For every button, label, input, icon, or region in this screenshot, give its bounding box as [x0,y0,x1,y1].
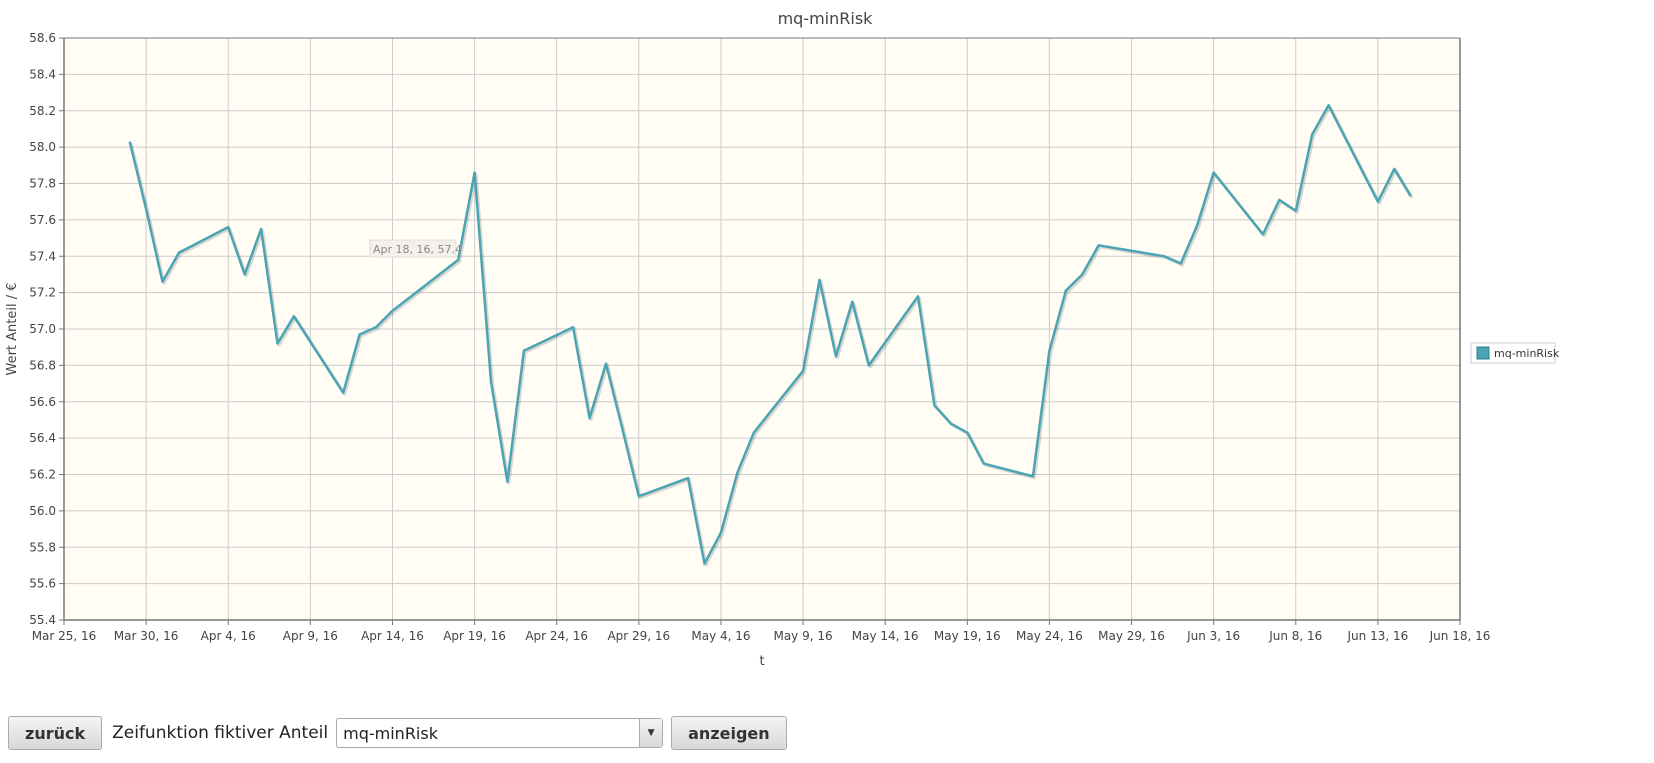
y-tick-label: 57.8 [29,177,56,191]
x-tick-label: May 4, 16 [691,629,750,643]
tooltip-background [369,239,457,258]
x-tick-label: May 24, 16 [1016,629,1083,643]
x-tick-label: Mar 25, 16 [32,629,97,643]
show-button[interactable]: anzeigen [671,716,787,750]
y-tick-label: 56.8 [29,358,56,372]
x-axis-title: t [759,654,764,669]
back-button[interactable]: zurück [8,716,103,750]
y-tick-label: 57.0 [29,322,56,336]
series-layer [128,104,1414,567]
line-chart: mq-minRisk 55.455.655.856.056.256.456.65… [5,9,1560,669]
y-tick-label: 57.6 [29,213,56,227]
y-tick-label: 56.2 [29,468,56,482]
tooltip: Apr 18, 16, 57.4 [369,239,462,258]
x-tick-label: Jun 3, 16 [1186,629,1240,643]
chart-container: mq-minRisk 55.4 55.6 55.8 56.0 56.2 56.4 56.6 5… [5,9,1560,669]
x-tick-label: May 9, 16 [773,629,832,643]
y-tick-label: 56.0 [29,504,56,518]
x-tick-label: May 19, 16 [934,629,1001,643]
y-tick-label: 57.2 [29,286,56,300]
function-combobox[interactable]: ▼ [336,718,664,748]
legend-box [1470,342,1556,364]
x-tick-label: May 14, 16 [852,629,919,643]
y-tick-label: 55.4 [29,613,56,627]
chart-title: mq-minRisk [778,9,874,28]
y-tick-label: 58.6 [29,31,56,45]
x-tick-label: Jun 8, 16 [1268,629,1322,643]
function-label: Zeifunktion fiktiver Anteil [112,723,329,743]
y-tick-label: 55.8 [29,540,56,554]
y-tick-label: 55.6 [29,577,56,591]
legend-swatch [1476,346,1490,360]
x-tick-label: Apr 29, 16 [607,629,670,643]
y-tick-label: 56.4 [29,431,56,445]
y-tick-label: 57.4 [29,249,56,263]
y-tick-label: 58.4 [29,67,56,81]
x-tick-label: Apr 14, 16 [361,629,424,643]
series-line-mq-minRisk [128,104,1412,565]
function-input[interactable] [337,719,640,747]
x-tick-label: Apr 9, 16 [283,629,338,643]
y-axis-title: Wert Anteil / € [5,282,20,375]
tick-labels: 55.4 55.6 55.8 56.0 56.2 56.4 56.6 56.8 57.0 57.2… [29,31,1490,643]
x-tick-label: Apr 24, 16 [525,629,588,643]
y-tick-label: 56.6 [29,395,56,409]
x-tick-label: May 29, 16 [1098,629,1165,643]
y-tick-label: 58.2 [29,104,56,118]
x-tick-label: Jun 18, 16 [1429,629,1491,643]
tooltip-text: Apr 18, 16, 57.4 [373,243,462,256]
y-tick-label: 58.0 [29,140,56,154]
legend-entry[interactable]: mq-minRisk [1494,347,1560,360]
x-tick-label: Jun 13, 16 [1347,629,1409,643]
x-tick-label: Apr 19, 16 [443,629,506,643]
axes [59,37,1461,625]
x-tick-label: Apr 4, 16 [201,629,256,643]
legend[interactable]: mq-minRisk [1470,342,1560,364]
x-tick-label: Mar 30, 16 [114,629,179,643]
series-line-shadow [129,105,1414,567]
control-bar: zurück Zeifunktion fiktiver Anteil ▼ anz… [8,715,787,751]
dropdown-arrow-icon[interactable]: ▼ [639,719,663,747]
